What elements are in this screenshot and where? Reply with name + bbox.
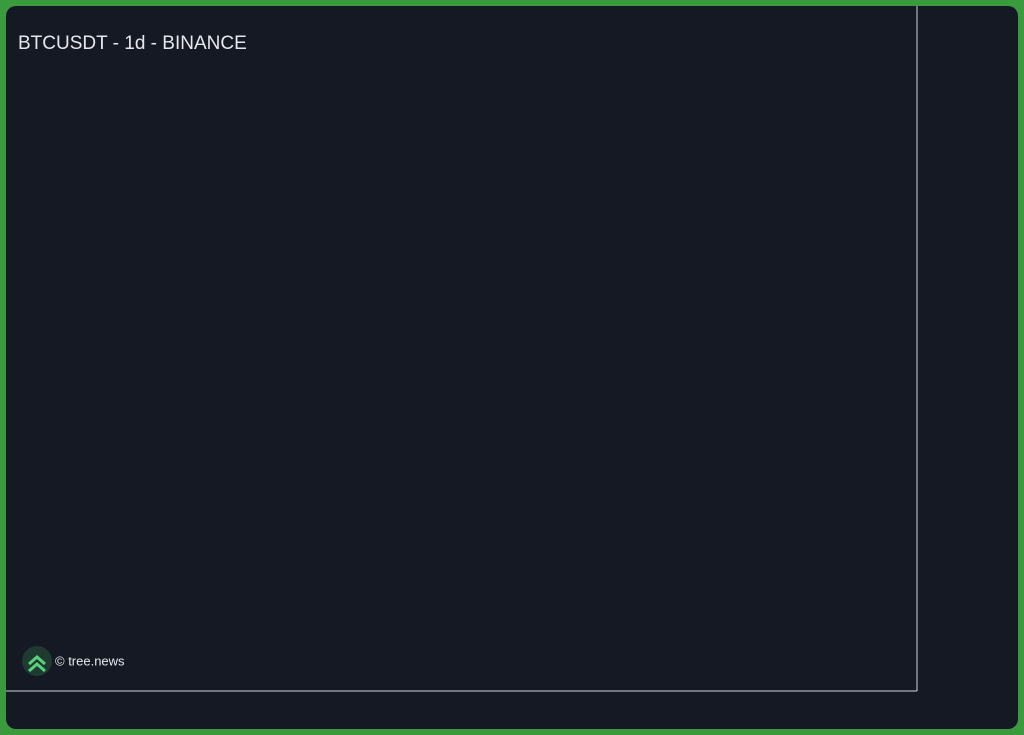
chart-title: BTCUSDT - 1d - BINANCE <box>18 33 247 54</box>
chart-background <box>6 6 1018 729</box>
logo-chevrons <box>28 655 46 673</box>
watermark-text: © tree.news <box>55 653 125 668</box>
logo <box>22 646 52 676</box>
watermark: © tree.news <box>22 646 125 676</box>
